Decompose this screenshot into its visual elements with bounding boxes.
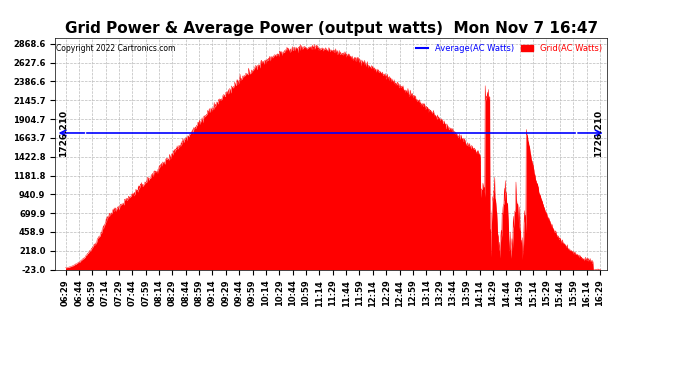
Text: 1726.210: 1726.210 xyxy=(59,110,68,156)
Text: Copyright 2022 Cartronics.com: Copyright 2022 Cartronics.com xyxy=(57,45,176,54)
Legend: Average(AC Watts), Grid(AC Watts): Average(AC Watts), Grid(AC Watts) xyxy=(415,44,602,53)
Title: Grid Power & Average Power (output watts)  Mon Nov 7 16:47: Grid Power & Average Power (output watts… xyxy=(65,21,598,36)
Text: 1726.210: 1726.210 xyxy=(594,110,603,156)
